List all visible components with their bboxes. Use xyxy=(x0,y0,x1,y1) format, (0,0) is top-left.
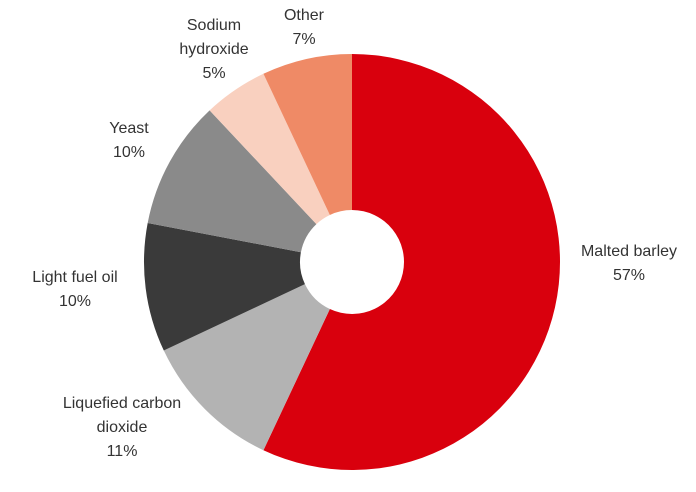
slice xyxy=(147,110,317,253)
value-label: 10% xyxy=(58,293,92,310)
category-label: Liquefied carbon dioxide xyxy=(62,395,182,436)
value-label: 11% xyxy=(106,443,138,460)
category-label: Malted barley xyxy=(580,243,678,260)
slice xyxy=(263,54,352,215)
category-label: Sodium hydroxide xyxy=(179,17,249,58)
category-label: Light fuel oil xyxy=(32,269,118,286)
slice xyxy=(144,223,305,351)
slice-label: Other 7% xyxy=(264,4,344,52)
slice-label: Malted barley 57% xyxy=(559,240,696,288)
slice xyxy=(263,54,560,470)
category-label: Other xyxy=(283,7,324,24)
value-label: 10% xyxy=(112,144,146,161)
slice xyxy=(209,73,330,225)
value-label: 57% xyxy=(612,267,646,284)
category-label: Yeast xyxy=(109,120,149,137)
slice-label: Sodium hydroxide 5% xyxy=(169,14,259,86)
slice-label: Liquefied carbon dioxide 11% xyxy=(42,392,202,464)
slice-label: Light fuel oil 10% xyxy=(10,266,140,314)
value-label: 7% xyxy=(292,31,316,48)
slice xyxy=(163,284,330,451)
value-label: 5% xyxy=(202,65,226,82)
slice-label: Yeast 10% xyxy=(89,117,169,165)
